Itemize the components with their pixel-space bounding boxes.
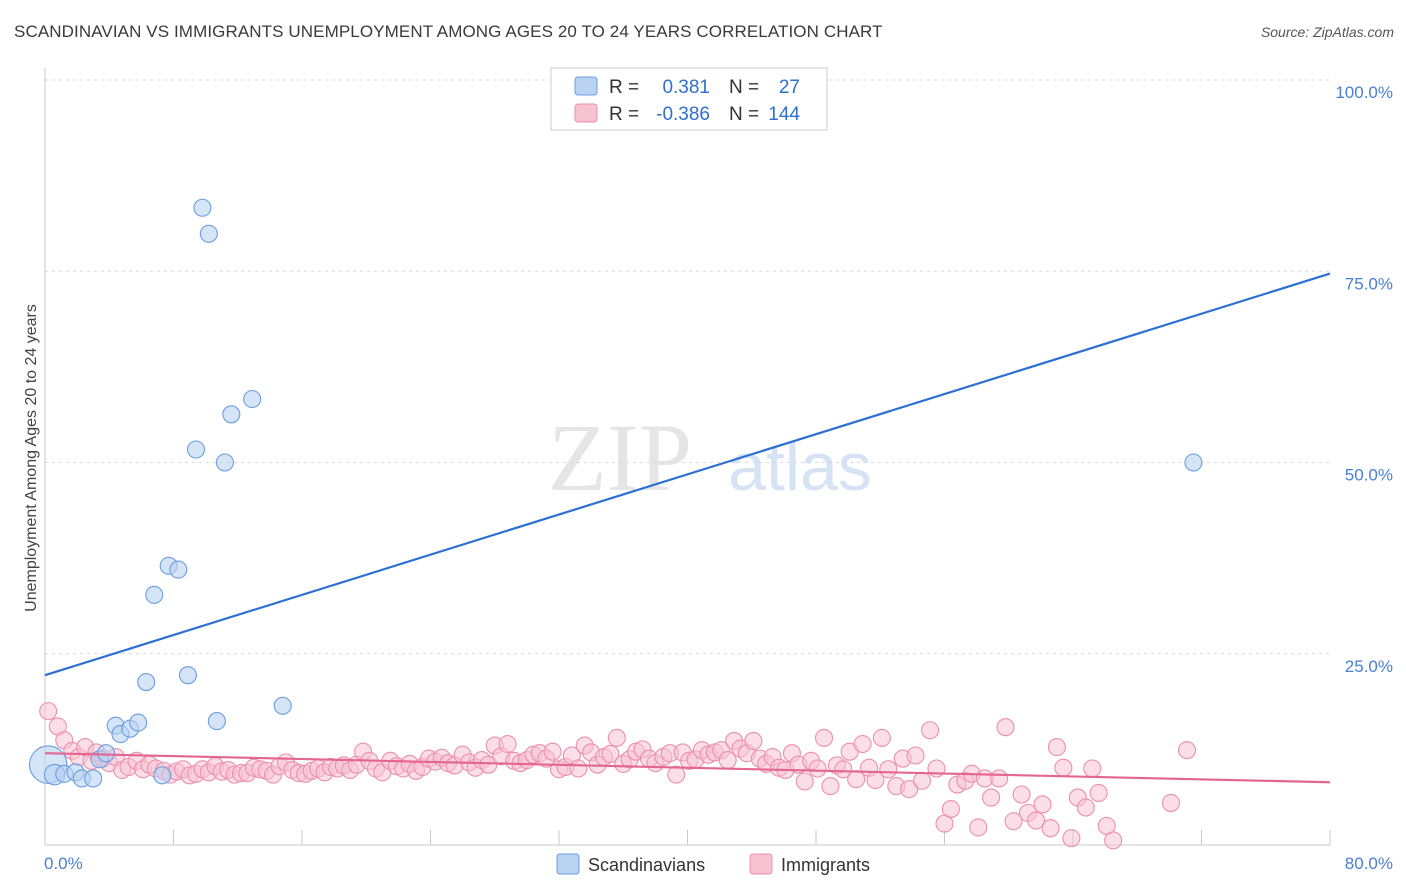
legend-n-value-2: 144 xyxy=(768,104,800,125)
immigrants-point-132 xyxy=(900,780,919,799)
immigrants-point-145 xyxy=(990,769,1009,788)
immigrants-point-153 xyxy=(1047,738,1066,757)
x-tick-label-1: 80.0% xyxy=(1345,854,1393,873)
legend-r-value-2: -0.386 xyxy=(656,104,710,125)
immigrants-point-159 xyxy=(1089,783,1108,803)
immigrants-point-70 xyxy=(498,734,517,754)
immigrants-point-146 xyxy=(996,718,1015,737)
immigrants-point-163 xyxy=(1177,741,1197,760)
immigrants-point-148 xyxy=(1012,785,1031,804)
immigrants-point-133 xyxy=(906,746,925,765)
immigrants-trend-line xyxy=(44,752,1331,784)
immigrants-point-0 xyxy=(39,702,58,721)
scandinavians-point-13 xyxy=(145,585,164,604)
watermark-zip: ZIP xyxy=(548,404,692,511)
chart-title: SCANDINAVIAN VS IMMIGRANTS UNEMPLOYMENT … xyxy=(14,22,883,41)
immigrants-point-77 xyxy=(543,742,562,761)
immigrants-point-161 xyxy=(1104,831,1123,850)
immigrants-point-147 xyxy=(1004,812,1023,831)
immigrants-point-138 xyxy=(941,799,960,819)
series-legend-scandinavians: Scandinavians xyxy=(588,855,705,875)
series-legend-immigrants-swatch xyxy=(749,853,773,875)
grid-lines xyxy=(45,79,1330,655)
legend-n-label-2: N = xyxy=(729,104,759,125)
immigrants-point-116 xyxy=(795,772,814,791)
scandinavians-point-25 xyxy=(273,696,292,715)
scandinavians-points xyxy=(28,198,1203,788)
legend-r-value-1: 0.381 xyxy=(662,77,710,98)
immigrants-point-120 xyxy=(821,777,840,796)
series-legend-immigrants: Immigrants xyxy=(781,855,870,875)
scandinavians-point-21 xyxy=(207,712,226,731)
scandinavians-point-20 xyxy=(199,224,218,243)
x-tick-label-0: 0.0% xyxy=(44,854,83,873)
immigrants-point-144 xyxy=(982,788,1001,807)
legend-r-label-2: R = xyxy=(609,104,639,125)
immigrants-swatch xyxy=(574,103,598,123)
immigrants-point-135 xyxy=(920,721,940,740)
immigrants-point-142 xyxy=(969,818,988,837)
immigrants-point-125 xyxy=(853,734,872,754)
series-legend-scandinavians-swatch xyxy=(556,853,580,875)
immigrants-point-108 xyxy=(744,731,763,751)
y-axis-title: Unemployment Among Ages 20 to 24 years xyxy=(23,304,40,612)
x-tick-labels: 0.0% 80.0% xyxy=(44,854,1393,873)
scandinavians-point-17 xyxy=(178,666,198,685)
immigrants-point-150 xyxy=(1027,811,1046,830)
scandinavians-point-7 xyxy=(96,744,116,763)
scandinavians-point-22 xyxy=(215,453,234,472)
scandinavians-point-19 xyxy=(193,198,212,217)
immigrants-point-158 xyxy=(1083,759,1102,778)
immigrants-point-119 xyxy=(814,728,834,747)
y-tick-labels: 25.0% 50.0% 75.0% 100.0% xyxy=(1335,83,1393,676)
legend-n-label-1: N = xyxy=(729,77,759,98)
immigrants-point-81 xyxy=(569,759,588,778)
immigrants-point-96 xyxy=(667,765,686,784)
watermark-atlas: atlas xyxy=(728,429,872,505)
y-tick-label-3: 100.0% xyxy=(1335,83,1393,102)
scandinavians-point-23 xyxy=(222,405,241,424)
immigrants-point-67 xyxy=(479,755,498,774)
immigrants-point-122 xyxy=(834,760,853,779)
immigrants-point-134 xyxy=(912,771,932,790)
y-tick-label-0: 25.0% xyxy=(1345,657,1393,676)
scandinavians-point-14 xyxy=(153,766,172,785)
stats-legend: R = 0.381 N = 27 R = -0.386 N = 144 xyxy=(550,67,828,131)
scandinavians-point-18 xyxy=(186,440,206,459)
immigrants-point-128 xyxy=(872,728,891,747)
source-label: Source: ZipAtlas.com xyxy=(1260,24,1394,40)
immigrants-points xyxy=(39,702,1197,850)
scandinavians-point-5 xyxy=(84,769,103,788)
scandinavians-trend-line xyxy=(44,272,1331,677)
legend-n-value-1: 27 xyxy=(779,77,800,98)
scandinavians-swatch xyxy=(574,76,598,96)
scandinavians-point-16 xyxy=(169,560,188,579)
scandinavians-point-11 xyxy=(129,713,148,732)
immigrants-point-154 xyxy=(1054,758,1073,777)
y-tick-label-2: 75.0% xyxy=(1345,274,1393,293)
immigrants-point-151 xyxy=(1033,795,1052,814)
immigrants-point-155 xyxy=(1062,829,1081,848)
immigrants-point-152 xyxy=(1041,819,1060,838)
immigrants-point-87 xyxy=(607,728,626,747)
immigrants-point-157 xyxy=(1076,798,1095,817)
scandinavians-point-26 xyxy=(1184,453,1203,472)
y-tick-label-1: 50.0% xyxy=(1345,466,1393,485)
immigrants-point-118 xyxy=(808,759,827,778)
scandinavians-point-12 xyxy=(137,673,156,692)
scandinavians-point-24 xyxy=(243,389,262,409)
immigrants-point-162 xyxy=(1161,793,1181,812)
immigrants-point-86 xyxy=(601,744,620,764)
trend-lines xyxy=(44,272,1331,784)
series-legend: Scandinavians Immigrants xyxy=(556,853,870,875)
legend-r-label-1: R = xyxy=(609,77,639,98)
immigrants-point-129 xyxy=(879,760,898,779)
